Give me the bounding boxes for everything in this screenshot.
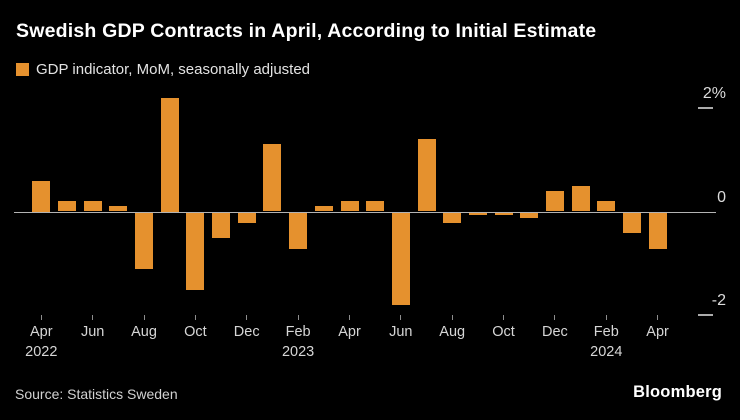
bloomberg-logo: Bloomberg <box>633 383 722 401</box>
bar-mar-2024 <box>622 212 641 234</box>
x-axis-year-label: 2022 <box>25 344 58 360</box>
bar-oct-2022 <box>186 212 205 290</box>
x-axis-tick <box>143 315 145 320</box>
y-axis-label: 0 <box>717 188 726 206</box>
x-axis-tick <box>92 315 94 320</box>
x-axis-label: Feb <box>593 324 619 340</box>
legend: GDP indicator, MoM, seasonally adjusted <box>16 61 310 78</box>
source-note: Source: Statistics Sweden <box>15 386 178 402</box>
x-axis-label: Oct <box>492 324 515 340</box>
x-axis-tick <box>194 315 196 320</box>
bar-mar-2023 <box>314 206 333 212</box>
x-axis-tick <box>605 315 607 320</box>
x-axis-label: Jun <box>80 324 105 340</box>
x-axis-label: Aug <box>131 324 157 340</box>
bar-apr-2024 <box>648 212 667 249</box>
bar-nov-2022 <box>212 212 231 239</box>
legend-label: GDP indicator, MoM, seasonally adjusted <box>36 61 311 78</box>
bar-jan-2024 <box>571 185 590 212</box>
x-axis-tick <box>657 315 659 320</box>
bar-jun-2022 <box>83 201 102 212</box>
x-axis-tick <box>554 315 556 320</box>
bar-feb-2023 <box>289 212 308 249</box>
chart-title: Swedish GDP Contracts in April, Accordin… <box>16 20 597 42</box>
bar-oct-2023 <box>494 212 513 216</box>
bar-sep-2023 <box>468 212 487 216</box>
x-axis-year-label: 2024 <box>590 344 623 360</box>
bar-apr-2022 <box>32 180 51 212</box>
bar-jul-2023 <box>417 139 436 212</box>
bar-jul-2022 <box>109 206 128 212</box>
bar-nov-2023 <box>520 212 539 218</box>
x-axis-tick <box>451 315 453 320</box>
bar-sep-2022 <box>160 98 179 212</box>
x-axis-tick <box>40 315 42 320</box>
x-axis-label: Oct <box>184 324 207 340</box>
bar-aug-2023 <box>443 212 462 223</box>
bar-jan-2023 <box>263 144 282 212</box>
x-axis-label: Dec <box>233 324 260 340</box>
x-axis-label: Feb <box>285 324 311 340</box>
x-axis-tick <box>246 315 248 320</box>
bar-may-2022 <box>58 201 76 212</box>
bar-jun-2023 <box>391 212 410 306</box>
x-axis-tick <box>297 315 299 320</box>
bar-feb-2024 <box>597 201 616 212</box>
bar-may-2023 <box>366 201 385 212</box>
bar-dec-2023 <box>545 190 564 212</box>
x-axis-label: Apr <box>30 324 53 340</box>
y-axis-tick <box>698 107 713 110</box>
x-axis-label: Jun <box>389 324 413 340</box>
bar-dec-2022 <box>237 212 256 223</box>
x-axis-label: Apr <box>646 324 669 340</box>
x-axis-tick <box>349 315 350 320</box>
x-axis-tick <box>503 315 504 320</box>
x-axis-label: Aug <box>439 324 466 340</box>
x-axis-label: Apr <box>338 324 361 340</box>
legend-swatch-icon <box>16 63 29 76</box>
y-axis-label: -2 <box>711 291 726 309</box>
y-axis-label: 2% <box>702 85 726 103</box>
bar-apr-2023 <box>340 201 359 212</box>
y-axis-tick <box>698 313 713 316</box>
zero-axis-line <box>14 211 716 213</box>
x-axis-tick <box>400 315 402 320</box>
x-axis-year-label: 2023 <box>281 344 315 360</box>
bar-aug-2022 <box>135 212 153 270</box>
x-axis-label: Dec <box>541 324 568 340</box>
